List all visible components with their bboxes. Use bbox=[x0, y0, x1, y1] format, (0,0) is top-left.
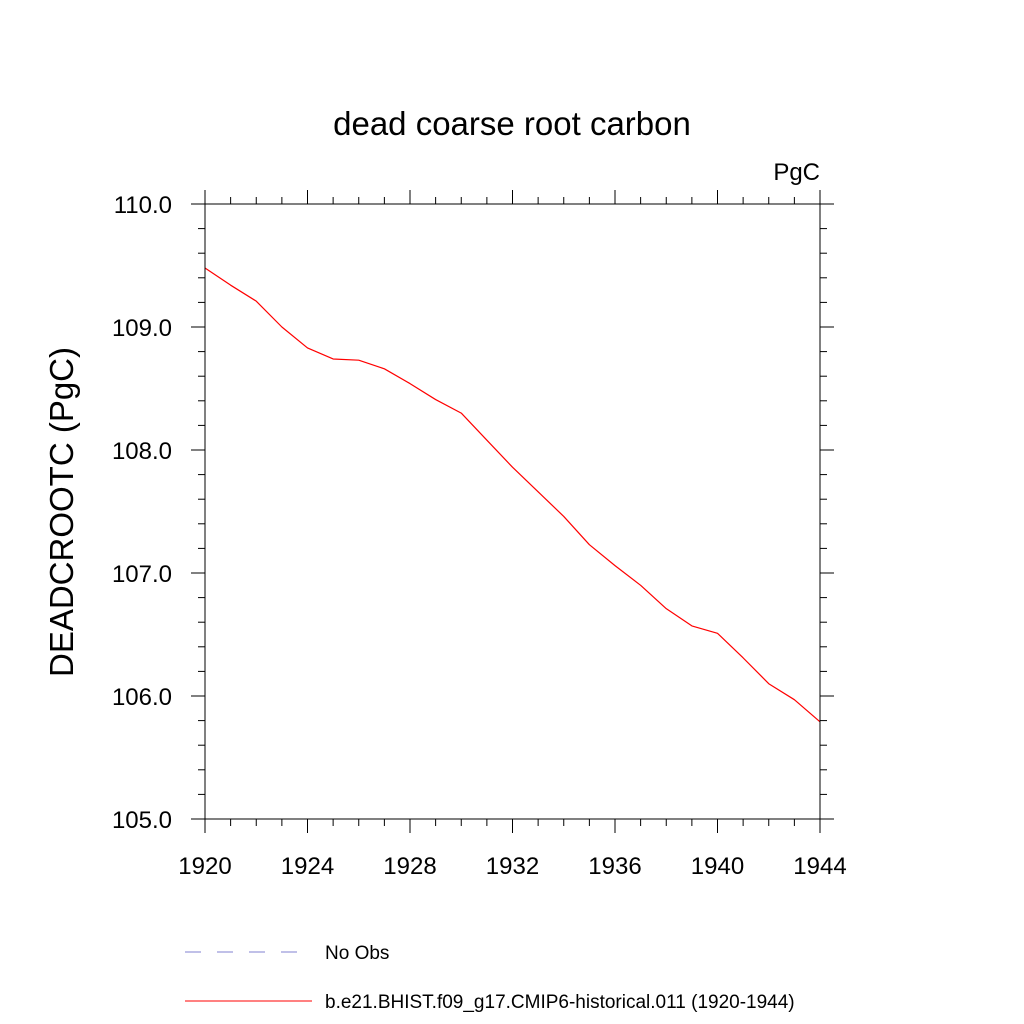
x-tick-label: 1920 bbox=[178, 853, 231, 880]
series-layer bbox=[204, 267, 821, 723]
legend-label-0: No Obs bbox=[325, 943, 389, 964]
y-tick-label: 106.0 bbox=[112, 684, 172, 711]
y-tick-label: 105.0 bbox=[112, 807, 172, 834]
legend: No Obs b.e21.BHIST.f09_g17.CMIP6-historic… bbox=[185, 943, 795, 1013]
units-label: PgC bbox=[773, 159, 820, 186]
y-tick-label: 108.0 bbox=[112, 438, 172, 465]
x-tick-label: 1924 bbox=[281, 853, 334, 880]
x-tick-label: 1932 bbox=[486, 853, 539, 880]
y-tick-labels: 105.0 106.0 107.0 108.0 109.0 110.0 bbox=[112, 192, 172, 834]
y-tick-label: 107.0 bbox=[112, 561, 172, 588]
x-tick-label: 1944 bbox=[793, 853, 846, 880]
y-tick-label: 110.0 bbox=[114, 192, 172, 219]
y-tick-label: 109.0 bbox=[112, 315, 172, 342]
axis-ticks bbox=[191, 190, 834, 833]
x-tick-label: 1928 bbox=[383, 853, 436, 880]
legend-label-1: b.e21.BHIST.f09_g17.CMIP6-historical.011… bbox=[325, 992, 795, 1013]
chart-title: dead coarse root carbon bbox=[333, 105, 691, 142]
x-tick-labels: 1920 1924 1928 1932 1936 1940 1944 bbox=[178, 853, 846, 880]
plot-frame bbox=[204, 203, 821, 820]
series-line bbox=[204, 267, 821, 723]
y-axis-title: DEADCROOTC (PgC) bbox=[43, 347, 80, 677]
x-tick-label: 1936 bbox=[588, 853, 641, 880]
x-tick-label: 1940 bbox=[691, 853, 744, 880]
